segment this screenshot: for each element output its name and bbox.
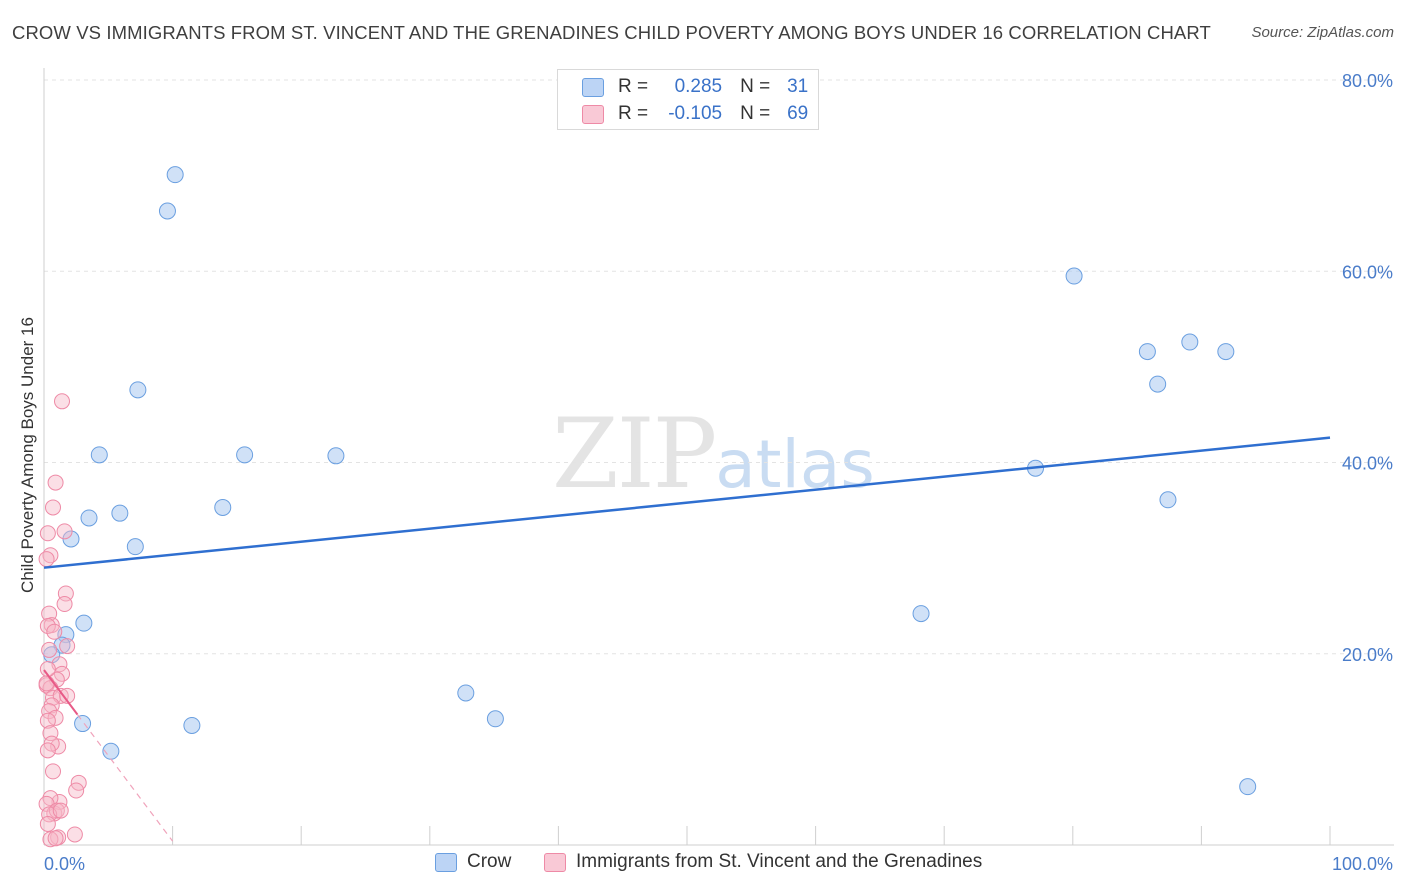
stats-n-label: N = — [740, 76, 771, 97]
y-tick-label: 20.0% — [1342, 645, 1393, 665]
legend-item-crow[interactable]: Crow — [435, 851, 511, 873]
crow-trend-line — [43, 436, 1331, 569]
source-credit: Source: ZipAtlas.com — [1251, 24, 1394, 41]
stats-r-label: R = — [618, 76, 649, 97]
immigrants-point — [56, 523, 73, 540]
watermark-atlas: atlas — [715, 426, 875, 503]
crow-point — [236, 446, 254, 464]
legend-swatch-crow — [435, 852, 457, 872]
crow-point — [486, 710, 504, 728]
crow-point — [912, 605, 930, 623]
crow-point — [166, 166, 184, 184]
immigrants-trend-line — [43, 669, 79, 716]
immigrants-point — [47, 474, 64, 491]
stats-box: R = 0.285 N = 31 R = -0.105 N = 69 — [557, 69, 819, 130]
crow-point — [74, 715, 92, 733]
stats-r-label: R = — [618, 103, 649, 124]
immigrants-point — [38, 551, 55, 568]
immigrants-point — [52, 802, 69, 819]
crow-point — [129, 381, 147, 399]
immigrants-point — [68, 782, 85, 799]
crow-point — [90, 446, 108, 464]
watermark-zip: ZIP — [552, 398, 717, 510]
crow-point — [457, 684, 475, 702]
immigrants-point — [38, 675, 55, 692]
crow-point — [1138, 343, 1156, 361]
immigrants-point — [45, 499, 62, 516]
immigrants-point — [56, 596, 73, 613]
crow-point — [1217, 343, 1235, 361]
stats-n-value: 69 — [787, 103, 809, 124]
watermark: ZIPatlas — [552, 398, 875, 510]
crow-point — [327, 447, 345, 465]
chart-title: CROW VS IMMIGRANTS FROM ST. VINCENT AND … — [12, 22, 1211, 43]
crow-point — [1159, 491, 1177, 509]
immigrants-point — [66, 826, 83, 843]
crow-point — [1065, 267, 1083, 285]
stats-swatch-immigrants — [582, 104, 604, 124]
immigrants-point — [39, 815, 56, 832]
crow-point — [80, 509, 98, 527]
legend-swatch-immigrants — [544, 852, 566, 872]
y-tick-label: 60.0% — [1342, 262, 1393, 282]
crow-point — [111, 504, 129, 522]
crow-point — [1149, 375, 1167, 393]
immigrants-trend-extension — [76, 714, 174, 842]
stats-row-crow: R = 0.285 N = 31 — [582, 74, 808, 100]
stats-row-immigrants: R = -0.105 N = 69 — [582, 101, 808, 127]
x-tick-label: 100.0% — [1332, 854, 1393, 874]
immigrants-point — [45, 763, 62, 780]
immigrants-point — [59, 687, 76, 704]
immigrants-point — [48, 802, 65, 819]
crow-point — [183, 716, 201, 734]
immigrants-point — [39, 618, 56, 635]
immigrants-point — [47, 830, 64, 847]
crow-point — [1239, 778, 1257, 796]
stats-swatch-crow — [582, 77, 604, 97]
immigrants-point — [39, 742, 56, 759]
x-tick-label: 0.0% — [44, 854, 85, 874]
stats-r-value: 0.285 — [674, 76, 723, 97]
y-tick-label: 40.0% — [1342, 454, 1393, 474]
immigrants-point — [46, 623, 63, 640]
legend-item-immigrants[interactable]: Immigrants from St. Vincent and the Gren… — [544, 851, 982, 873]
stats-r-value: -0.105 — [668, 103, 723, 124]
immigrants-point — [54, 393, 71, 410]
stats-n-value: 31 — [787, 76, 809, 97]
stats-n-label: N = — [740, 103, 771, 124]
crow-point — [126, 538, 144, 556]
y-tick-label: 80.0% — [1342, 71, 1393, 91]
immigrants-point — [59, 638, 76, 655]
crow-point — [1181, 333, 1199, 351]
crow-point — [158, 202, 176, 220]
legend-label-immigrants: Immigrants from St. Vincent and the Gren… — [576, 851, 983, 872]
legend-label-crow: Crow — [467, 851, 512, 872]
immigrants-point — [39, 525, 56, 542]
immigrants-point — [41, 641, 58, 658]
immigrants-point — [39, 712, 56, 729]
immigrants-point — [42, 831, 59, 848]
crow-point — [75, 614, 93, 632]
crow-point — [214, 498, 232, 516]
